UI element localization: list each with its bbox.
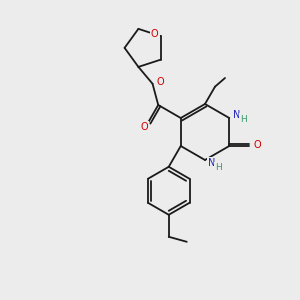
Text: O: O bbox=[140, 122, 148, 132]
Text: N: N bbox=[232, 110, 240, 120]
Text: O: O bbox=[157, 77, 164, 87]
Text: N: N bbox=[208, 158, 216, 168]
Text: O: O bbox=[151, 29, 159, 39]
Text: H: H bbox=[240, 115, 247, 124]
Text: H: H bbox=[216, 164, 222, 172]
Text: O: O bbox=[254, 140, 261, 150]
